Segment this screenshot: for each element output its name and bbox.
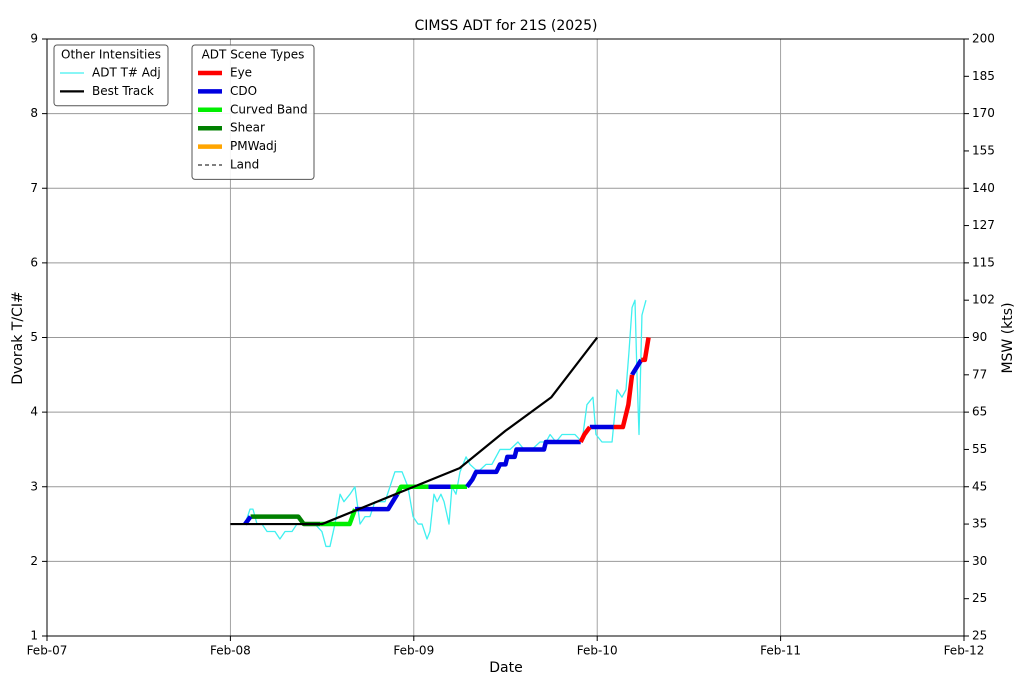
- y-tick-label: 7: [30, 181, 38, 195]
- legend-title: ADT Scene Types: [202, 48, 305, 62]
- y2-tick-label: 200: [972, 32, 995, 46]
- x-axis-label: Date: [489, 660, 522, 676]
- y-tick-label: 6: [30, 255, 38, 269]
- y2-tick-label: 65: [972, 405, 987, 419]
- y-tick-label: 5: [30, 330, 38, 344]
- x-tick-label: Feb-07: [27, 644, 68, 658]
- y2-axis-label: MSW (kts): [1000, 302, 1016, 373]
- y2-tick-label: 55: [972, 442, 987, 456]
- y-tick-label: 4: [30, 405, 38, 419]
- chart-title: CIMSS ADT for 21S (2025): [415, 18, 598, 34]
- x-tick-label: Feb-12: [944, 644, 985, 658]
- y2-tick-label: 90: [972, 330, 987, 344]
- legend-label: CDO: [230, 84, 257, 98]
- x-tick-label: Feb-08: [210, 644, 251, 658]
- legend-label: Best Track: [92, 84, 154, 98]
- y-tick-label: 1: [30, 629, 38, 643]
- y2-tick-label: 155: [972, 143, 995, 157]
- y2-tick-label: 170: [972, 106, 995, 120]
- legend-label: Land: [230, 158, 259, 172]
- y-tick-label: 2: [30, 554, 38, 568]
- y-tick-label: 9: [30, 32, 38, 46]
- legend-label: Eye: [230, 66, 252, 80]
- y2-tick-label: 140: [972, 181, 995, 195]
- y2-tick-label: 45: [972, 479, 987, 493]
- series-line: [243, 358, 644, 526]
- legend-label: ADT T# Adj: [92, 66, 161, 80]
- y-tick-label: 8: [30, 106, 38, 120]
- legend-label: Shear: [230, 121, 265, 135]
- y2-tick-label: 185: [972, 69, 995, 83]
- plot-frame: [46, 38, 965, 637]
- y2-tick-label: 102: [972, 293, 995, 307]
- x-tick-label: Feb-10: [577, 644, 618, 658]
- y2-tick-label: 127: [972, 218, 995, 232]
- legend-title: Other Intensities: [61, 48, 161, 62]
- series-line: [320, 484, 467, 527]
- y2-tick-label: 35: [972, 517, 987, 531]
- y-axis-label: Dvorak T/CI#: [10, 291, 26, 384]
- x-tick-label: Feb-09: [393, 644, 434, 658]
- series-line: [578, 337, 651, 443]
- y2-tick-label: 30: [972, 554, 987, 568]
- series-line: [230, 336, 599, 526]
- legend-label: Curved Band: [230, 102, 308, 116]
- x-tick-label: Feb-11: [760, 644, 801, 658]
- legend-box: [191, 44, 315, 180]
- y2-tick-label: 25: [972, 629, 987, 643]
- y2-tick-label: 115: [972, 255, 995, 269]
- series-line: [244, 299, 647, 548]
- y2-tick-label: 77: [972, 367, 987, 381]
- legend-label: PMWadj: [230, 139, 277, 153]
- y2-tick-label: 25: [972, 591, 987, 605]
- y-tick-label: 3: [30, 479, 38, 493]
